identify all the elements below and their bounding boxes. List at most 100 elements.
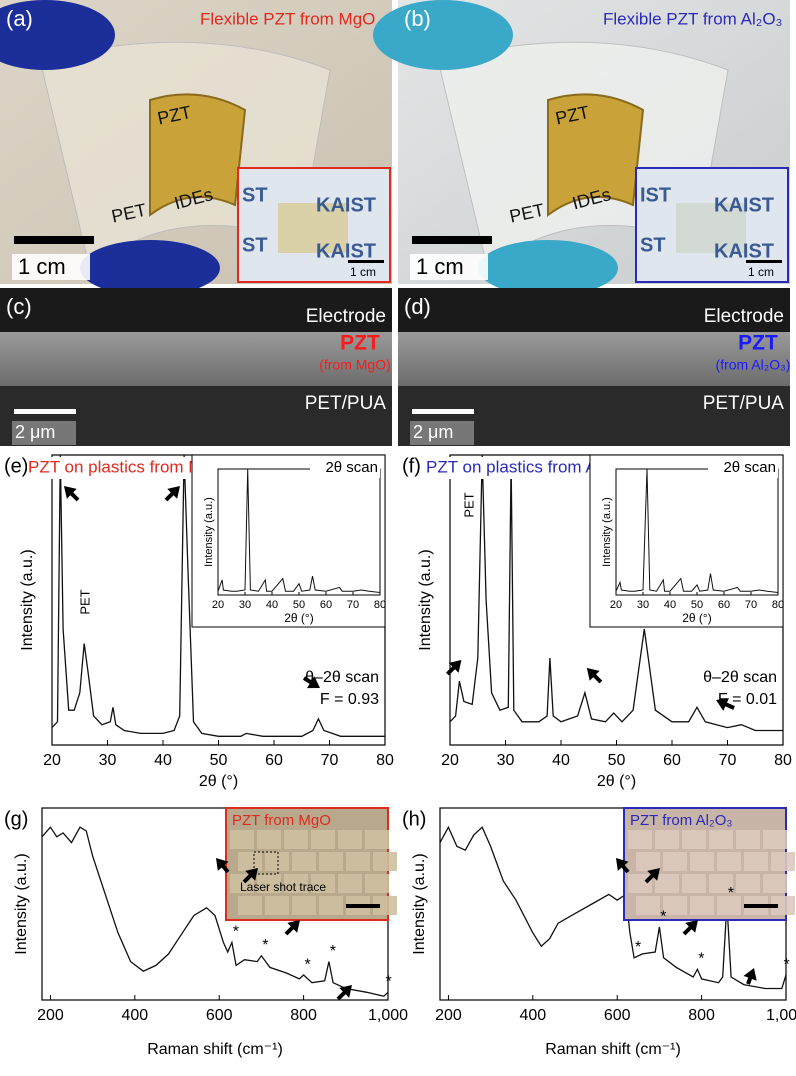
tile	[763, 830, 787, 849]
inset-x-tick-label: 20	[212, 599, 224, 611]
peak-marker: *	[635, 939, 641, 956]
arrow-head	[64, 486, 77, 499]
arrow-head	[167, 486, 180, 499]
annotation: F = 0.01	[718, 691, 777, 708]
tile	[628, 830, 652, 849]
peak-marker: *	[233, 924, 239, 941]
arrow-head	[306, 676, 320, 689]
annotation: F = 0.93	[320, 691, 379, 708]
arrow-head	[216, 858, 229, 871]
tile	[736, 830, 760, 849]
peak-marker: *	[728, 885, 734, 902]
arrow-head	[245, 868, 258, 881]
arrow-head	[287, 920, 300, 933]
tile	[771, 896, 795, 915]
layer-note: (from Al₂O₃)	[716, 357, 791, 373]
y-axis-label: Intensity (a.u.)	[13, 853, 30, 954]
tile	[636, 852, 660, 871]
tile	[319, 896, 343, 915]
scale-label-bg	[12, 421, 76, 445]
title-bg	[425, 457, 595, 479]
inset-label: KAIST	[714, 194, 774, 216]
data-line	[449, 454, 783, 732]
peak-marker: *	[304, 956, 310, 973]
inset-scale-label: 1 cm	[748, 265, 774, 279]
tile	[292, 896, 316, 915]
inset-x-axis-label: 2θ (°)	[284, 611, 313, 625]
x-axis-label: 2θ (°)	[199, 773, 238, 790]
tile	[655, 830, 679, 849]
inset-label: ST	[640, 234, 666, 256]
arrow-head	[616, 858, 629, 871]
scale-label: 1 cm	[18, 254, 66, 279]
data-line	[51, 454, 385, 737]
arrow-head	[647, 868, 660, 881]
pzt-device	[149, 93, 247, 217]
x-tick-label: 400	[121, 1007, 148, 1024]
x-tick-label: 60	[265, 752, 283, 769]
inset-title: 2θ scan	[723, 459, 776, 476]
inset-x-tick-label: 30	[637, 599, 649, 611]
peak-marker: *	[330, 943, 336, 960]
peak-marker: *	[698, 950, 704, 967]
peak-marker: *	[262, 937, 268, 954]
inset-scale-bar	[346, 904, 380, 908]
tile	[771, 852, 795, 871]
x-tick-label: 800	[290, 1007, 317, 1024]
x-tick-label: 200	[37, 1007, 64, 1024]
tile	[338, 830, 362, 849]
tile	[311, 874, 335, 893]
tile	[682, 830, 706, 849]
tile	[238, 852, 262, 871]
tile	[257, 830, 281, 849]
inset-note: Laser shot trace	[240, 880, 326, 894]
inset-scale-label: 1 cm	[350, 265, 376, 279]
arrow-head	[743, 968, 757, 981]
inset-title-bg	[708, 458, 778, 478]
inset-x-tick-label: 70	[745, 599, 757, 611]
inset-x-tick-label: 60	[718, 599, 730, 611]
chart-title: PZT on plastics from MgO	[28, 457, 225, 476]
data-line	[41, 826, 389, 997]
x-tick-label: 600	[604, 1007, 631, 1024]
electrode-layer	[0, 288, 392, 332]
annotation: θ–2θ scan	[305, 669, 379, 686]
inset-x-tick-label: 50	[691, 599, 703, 611]
tile	[636, 896, 660, 915]
inset-x-tick-label: 80	[374, 599, 386, 611]
scale-label: 1 cm	[416, 254, 464, 279]
inset-x-tick-label: 70	[347, 599, 359, 611]
tile	[709, 830, 733, 849]
tile	[230, 830, 254, 849]
x-tick-label: 80	[376, 752, 394, 769]
x-tick-label: 40	[552, 752, 570, 769]
x-tick-label: 200	[435, 1007, 462, 1024]
layer-label: PZT	[738, 332, 778, 355]
tile	[709, 874, 733, 893]
arrow-head	[339, 985, 352, 998]
peak-marker: *	[660, 908, 666, 925]
x-tick-label: 60	[663, 752, 681, 769]
inset-title: 2θ scan	[325, 459, 378, 476]
panel-label: (d)	[404, 294, 431, 319]
tile	[717, 896, 741, 915]
layer-label: PET/PUA	[305, 393, 387, 414]
layer-label: Electrode	[704, 306, 784, 327]
tile	[292, 852, 316, 871]
tile	[690, 896, 714, 915]
x-tick-label: 400	[519, 1007, 546, 1024]
scale-label-bg	[12, 254, 90, 280]
tile	[663, 852, 687, 871]
tile	[682, 874, 706, 893]
x-tick-label: 800	[688, 1007, 715, 1024]
arrow-head	[586, 668, 600, 681]
inset-label: KAIST	[714, 240, 774, 262]
inset-x-tick-label: 40	[266, 599, 278, 611]
chart-title: PZT on plastics from Al₂O₃	[426, 457, 627, 476]
x-tick-label: 80	[774, 752, 792, 769]
arrow-head	[448, 660, 462, 673]
inset-frame-bg	[191, 454, 386, 628]
tile	[365, 874, 389, 893]
annotation: PET	[462, 492, 477, 517]
inset-x-tick-label: 50	[293, 599, 305, 611]
